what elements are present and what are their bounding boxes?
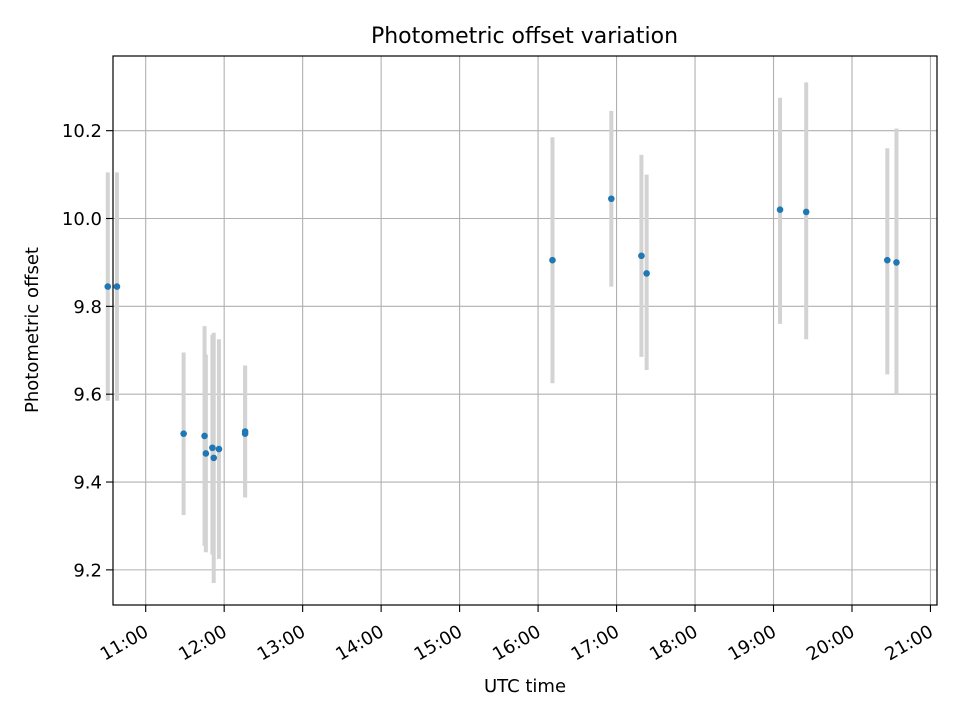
data-point [893,259,900,266]
chart-title: Photometric offset variation [371,24,678,49]
data-point [209,444,216,452]
y-tick-label: 10.0 [62,209,102,230]
y-tick-label: 9.8 [73,297,102,318]
y-tick-label: 10.2 [62,121,102,142]
data-point [608,195,615,203]
grid-lines [113,56,937,605]
y-tick-label: 9.6 [73,385,102,406]
data-point [201,432,208,440]
data-point [643,270,650,277]
data-point [776,206,784,214]
data-point [210,454,218,462]
x-axis-label: UTC time [484,676,566,697]
y-tick-label: 9.2 [73,560,102,581]
data-point [104,283,112,290]
y-tick-label: 9.4 [73,473,102,494]
data-point [215,445,223,453]
data-point [180,430,187,438]
data-point [883,256,891,264]
data-point [638,252,645,260]
data-point [802,208,810,216]
data-point [241,430,249,438]
data-point [202,450,210,457]
data-points [104,195,900,462]
plot-frame [112,55,938,606]
data-point [549,256,556,264]
plot-area [113,56,937,605]
y-axis-ticks: 9.2 9.4 9.6 9.8 10.0 10.2 [62,121,113,581]
data-point [113,283,121,290]
y-axis-label: Photometric offset [22,247,43,413]
